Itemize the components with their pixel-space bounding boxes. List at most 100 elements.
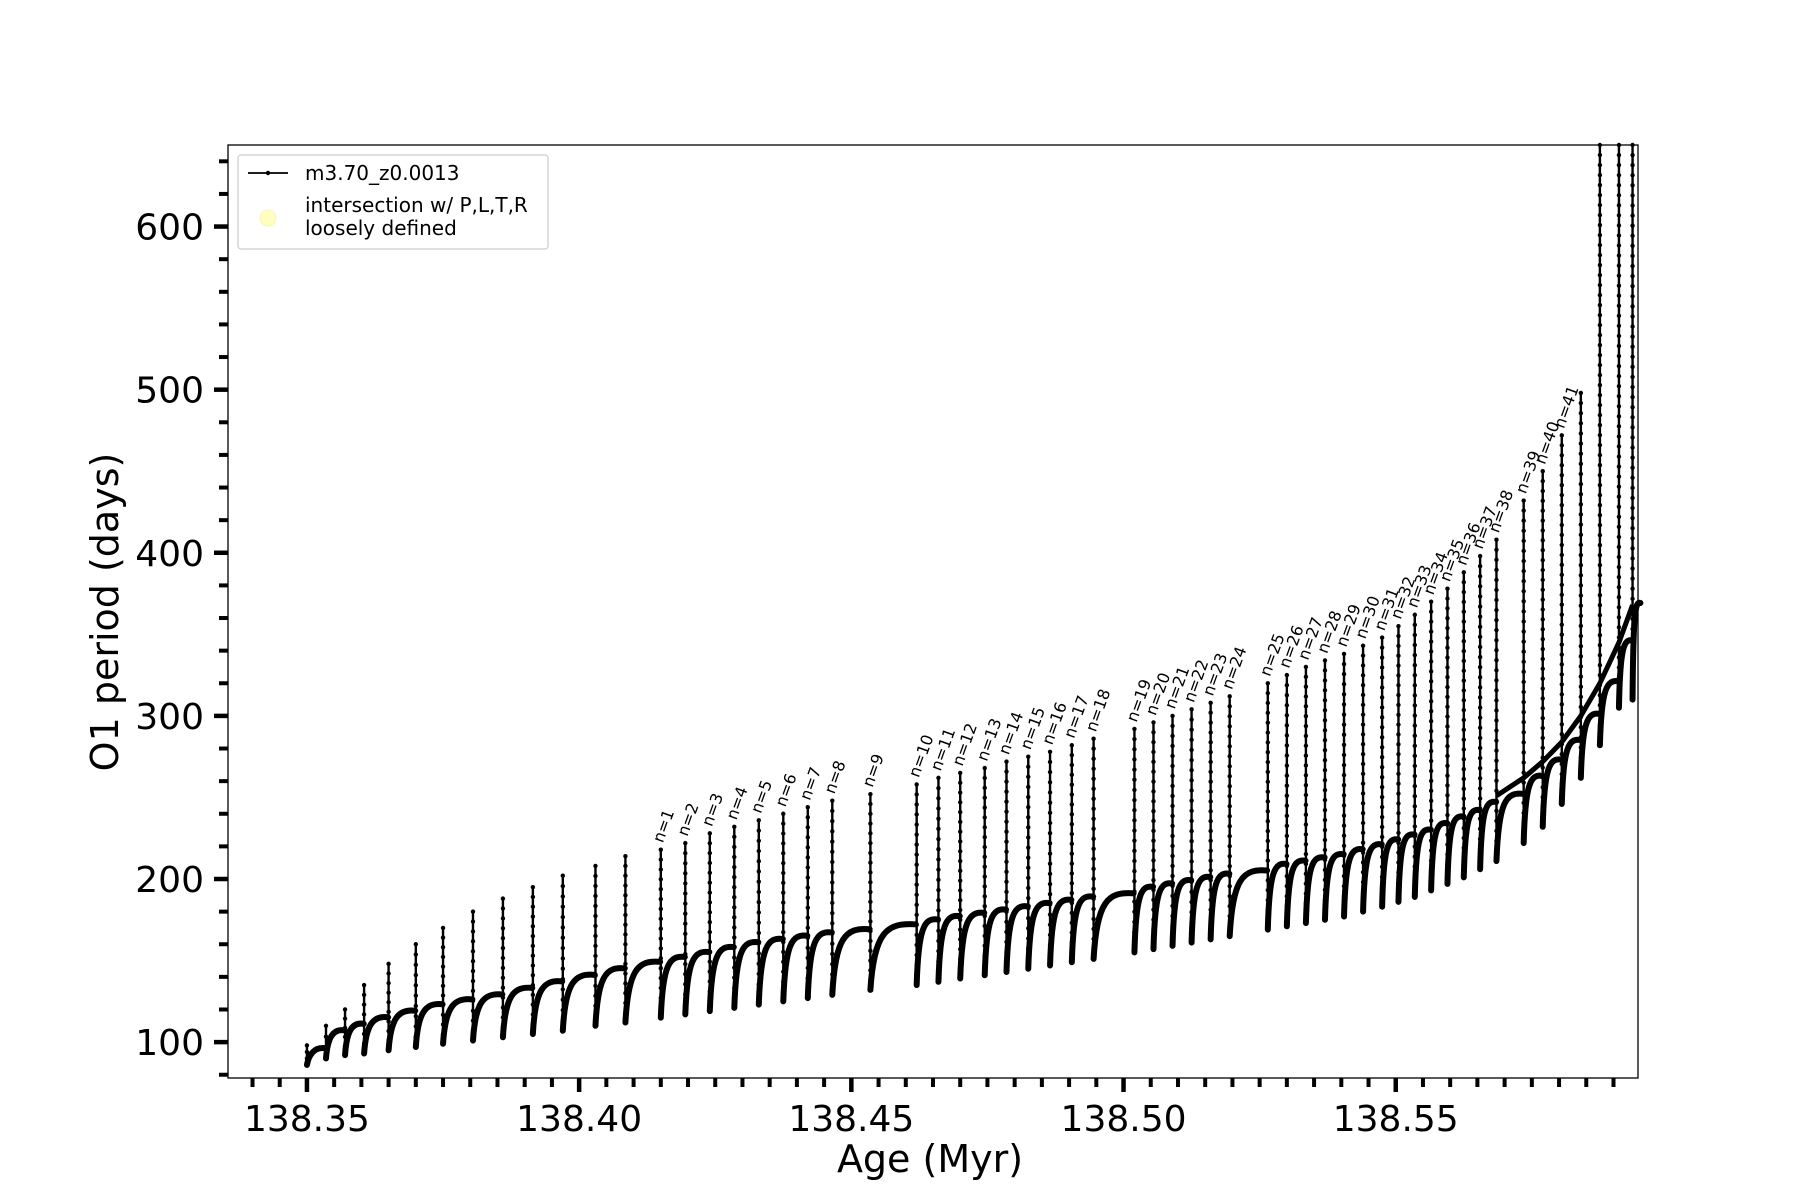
data-point bbox=[1540, 518, 1545, 523]
data-point bbox=[658, 956, 663, 961]
data-point bbox=[1616, 203, 1622, 208]
data-point bbox=[1597, 663, 1603, 668]
data-point bbox=[868, 899, 873, 905]
data-point bbox=[1477, 624, 1483, 629]
data-point bbox=[781, 979, 786, 984]
data-point bbox=[1265, 789, 1271, 794]
data-point bbox=[1151, 858, 1156, 863]
data-point bbox=[1091, 906, 1096, 912]
data-point bbox=[1578, 441, 1584, 446]
data-point bbox=[1284, 893, 1290, 899]
data-point bbox=[1026, 875, 1031, 881]
data-point bbox=[1559, 781, 1564, 787]
data-point bbox=[1208, 858, 1213, 863]
data-point bbox=[830, 982, 835, 987]
data-point bbox=[1069, 890, 1075, 896]
data-point bbox=[593, 913, 598, 919]
data-point bbox=[1341, 884, 1347, 889]
data-point bbox=[1026, 774, 1031, 780]
data-point bbox=[623, 990, 628, 996]
data-point bbox=[1284, 924, 1290, 929]
data-point bbox=[732, 864, 737, 870]
data-point bbox=[500, 1005, 506, 1010]
data-point bbox=[500, 945, 506, 951]
data-point bbox=[1630, 677, 1635, 682]
data-point bbox=[1578, 431, 1584, 436]
data-point bbox=[683, 850, 688, 856]
data-point bbox=[732, 824, 737, 830]
data-point bbox=[1597, 582, 1603, 588]
data-point bbox=[593, 1003, 598, 1009]
data-point bbox=[1322, 827, 1328, 833]
data-point bbox=[1461, 589, 1466, 595]
data-point bbox=[1091, 736, 1096, 741]
data-point bbox=[1521, 578, 1526, 584]
data-point bbox=[1341, 742, 1347, 748]
data-point bbox=[1616, 353, 1622, 359]
data-point bbox=[623, 951, 628, 957]
data-point bbox=[1303, 674, 1309, 680]
data-point bbox=[1461, 845, 1466, 851]
data-point bbox=[936, 796, 941, 801]
data-point bbox=[683, 840, 688, 846]
data-point bbox=[1540, 498, 1545, 504]
data-point bbox=[1284, 883, 1290, 889]
data-point bbox=[1170, 883, 1175, 889]
data-point bbox=[982, 795, 987, 800]
data-point bbox=[1227, 804, 1232, 809]
data-point bbox=[623, 1010, 628, 1015]
data-point bbox=[1341, 914, 1347, 919]
data-point bbox=[1597, 442, 1603, 448]
data-point bbox=[707, 841, 712, 846]
data-point bbox=[1151, 946, 1156, 952]
data-point bbox=[1208, 710, 1213, 715]
data-loop-curve bbox=[1047, 896, 1075, 969]
data-point bbox=[1559, 722, 1564, 727]
data-point bbox=[342, 1043, 348, 1049]
data-point bbox=[1151, 749, 1156, 755]
data-point bbox=[1360, 781, 1366, 786]
data-point bbox=[1303, 723, 1309, 729]
data-point bbox=[1284, 863, 1290, 869]
data-point bbox=[830, 910, 835, 916]
data-point bbox=[1379, 705, 1385, 710]
data-point bbox=[1091, 826, 1096, 832]
data-point bbox=[781, 969, 786, 974]
data-point bbox=[1091, 916, 1096, 922]
data-point bbox=[1540, 597, 1545, 602]
data-point bbox=[440, 925, 446, 931]
data-point bbox=[683, 921, 688, 926]
data-point bbox=[1396, 879, 1401, 885]
data-point bbox=[1597, 703, 1603, 708]
data-point bbox=[1521, 720, 1526, 725]
data-point bbox=[1047, 953, 1053, 958]
data-loop-curve bbox=[440, 996, 476, 1047]
data-point bbox=[1091, 896, 1096, 902]
data-point bbox=[1004, 789, 1009, 794]
data-point bbox=[1151, 877, 1156, 883]
data-point bbox=[1170, 813, 1175, 819]
data-point bbox=[1004, 949, 1009, 955]
data-point bbox=[1477, 675, 1483, 680]
data-point bbox=[914, 822, 919, 827]
data-point bbox=[1132, 940, 1137, 945]
data-point bbox=[1559, 532, 1564, 538]
x-tick-label: 138.55 bbox=[1333, 1099, 1459, 1140]
data-point bbox=[530, 982, 536, 988]
data-point bbox=[1616, 474, 1622, 479]
data-point bbox=[1091, 926, 1096, 932]
data-point bbox=[1540, 696, 1545, 701]
data-point bbox=[1412, 723, 1417, 728]
data-point bbox=[1477, 755, 1483, 761]
data-point bbox=[1069, 861, 1075, 866]
data-point bbox=[683, 861, 688, 866]
data-point bbox=[658, 966, 663, 971]
data-point bbox=[1396, 781, 1401, 786]
data-point bbox=[1360, 742, 1366, 747]
data-point bbox=[1265, 730, 1271, 735]
data-point bbox=[1151, 937, 1156, 942]
data-point bbox=[1477, 553, 1483, 559]
data-point bbox=[1597, 182, 1603, 188]
data-point bbox=[1047, 810, 1053, 816]
data-point bbox=[1004, 769, 1009, 774]
